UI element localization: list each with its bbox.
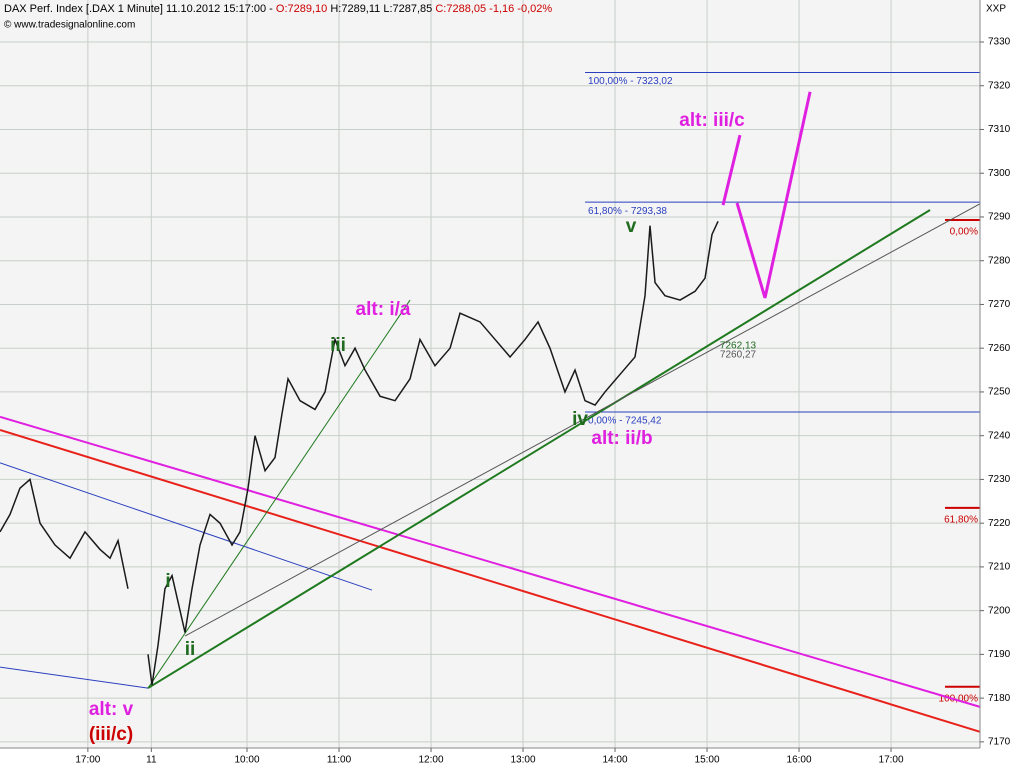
header-part: C:7288,05 -1,16 -0,02% (435, 3, 552, 15)
wave-label: alt: i/a (356, 299, 411, 320)
wave-label: (iii/c) (89, 724, 133, 745)
level-marker-label: 61,80% (944, 514, 978, 525)
y-tick-label: 7260 (988, 343, 1011, 354)
y-tick-label: 7290 (988, 212, 1011, 223)
wave-label: v (626, 216, 637, 237)
y-tick-label: 7330 (988, 37, 1011, 48)
y-tick-label: 7190 (988, 649, 1011, 660)
trendline (0, 666, 149, 689)
fib-label: 100,00% - 7323,02 (588, 76, 673, 87)
y-axis-area (980, 0, 1024, 768)
marks: 100,00% - 7323,02 61,80% - 7293,38 0,00% -… (0, 72, 981, 733)
fib-label: 0,00% - 7245,42 (588, 416, 662, 427)
trendline (184, 203, 981, 637)
fib-label: 61,80% - 7293,38 (588, 206, 667, 217)
wave-label: i (165, 571, 170, 592)
y-tick-label: 7220 (988, 518, 1011, 529)
y-tick-label: 7310 (988, 124, 1011, 135)
y-tick-label: 7170 (988, 737, 1011, 748)
trendline (147, 299, 411, 689)
wave-label: ii (185, 639, 196, 660)
trendline (0, 415, 981, 708)
y-tick-label: 7300 (988, 168, 1011, 179)
x-tick-label: 10:00 (235, 755, 260, 766)
x-tick-label: 11 (146, 755, 157, 766)
y-tick-label: 7180 (988, 693, 1011, 704)
wave-label: iii (330, 335, 346, 356)
y-tick-label: 7240 (988, 430, 1011, 441)
line-label: 7260,27 (720, 350, 757, 361)
y-tick-label: 7230 (988, 474, 1011, 485)
wave-label: alt: v (89, 699, 134, 720)
trendline (721, 134, 742, 206)
price-line (0, 221, 719, 686)
header-part: DAX Perf. Index [.DAX 1 Minute] 11.10.20… (4, 3, 276, 15)
y-tick-label: 7250 (988, 387, 1011, 398)
x-tick-label: 15:00 (695, 755, 720, 766)
y-tick-label: 7320 (988, 80, 1011, 91)
header-part: O:7289,10 (276, 3, 327, 15)
y-tick-label: 7200 (988, 605, 1011, 616)
x-axis-area (0, 748, 980, 768)
x-tick-label: 17:00 (75, 755, 100, 766)
y-tick-label: 7270 (988, 299, 1011, 310)
x-tick-label: 12:00 (419, 755, 444, 766)
y-tick-label: 7210 (988, 562, 1011, 573)
y-tick-label: 7280 (988, 255, 1011, 266)
header: DAX Perf. Index [.DAX 1 Minute] 11.10.20… (4, 3, 552, 15)
axis-name: XXP (986, 4, 1006, 15)
trendline (0, 462, 373, 591)
level-marker-label: 100,00% (939, 693, 979, 704)
wave-label: alt: ii/b (591, 428, 652, 449)
wave-label: iv (572, 409, 588, 430)
line-label: 7262,13 (720, 341, 757, 352)
trendline (735, 91, 812, 299)
copyright: © www.tradesignalonline.com (4, 20, 135, 31)
x-tick-label: 14:00 (603, 755, 628, 766)
x-tick-label: 16:00 (787, 755, 812, 766)
header-part: H:7289,11 L:7287,85 (327, 3, 435, 15)
x-tick-label: 17:00 (879, 755, 904, 766)
wave-label: alt: iii/c (679, 110, 745, 131)
trendline (147, 209, 931, 689)
trendline (0, 429, 981, 733)
plot-area (0, 0, 980, 748)
x-tick-label: 11:00 (327, 755, 352, 766)
level-marker-label: 0,00% (950, 227, 978, 238)
x-tick-label: 13:00 (511, 755, 536, 766)
